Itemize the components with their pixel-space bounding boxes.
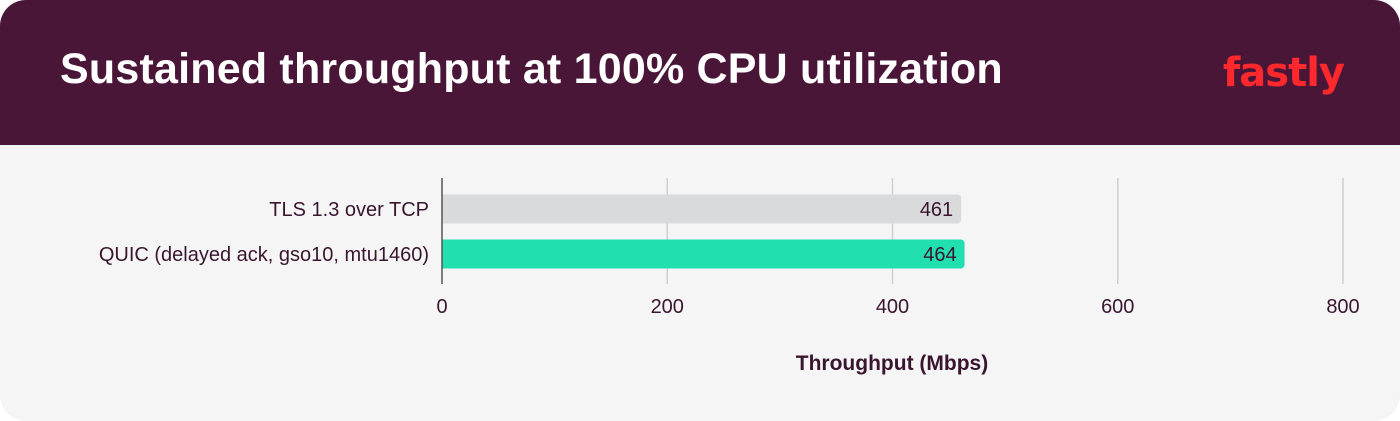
- category-label: QUIC (delayed ack, gso10, mtu1460): [99, 244, 429, 266]
- x-tick-label: 800: [1326, 296, 1359, 318]
- x-tick-label: 400: [876, 296, 909, 318]
- data-label: 464: [923, 244, 956, 266]
- chart-header: Sustained throughput at 100% CPU utiliza…: [0, 0, 1400, 145]
- fastly-logo: fastly: [1222, 50, 1345, 96]
- bar-left-edge: [442, 239, 448, 269]
- bar-left-edge: [442, 194, 448, 224]
- bar: [442, 194, 962, 224]
- x-axis-title: Throughput (Mbps): [796, 352, 988, 375]
- chart-title: Sustained throughput at 100% CPU utiliza…: [60, 45, 1003, 93]
- data-label: 461: [920, 199, 953, 221]
- x-tick-label: 0: [436, 296, 447, 318]
- x-tick-label: 600: [1101, 296, 1134, 318]
- x-tick-label: 200: [651, 296, 684, 318]
- bar: [442, 239, 965, 269]
- category-label: TLS 1.3 over TCP: [269, 199, 429, 221]
